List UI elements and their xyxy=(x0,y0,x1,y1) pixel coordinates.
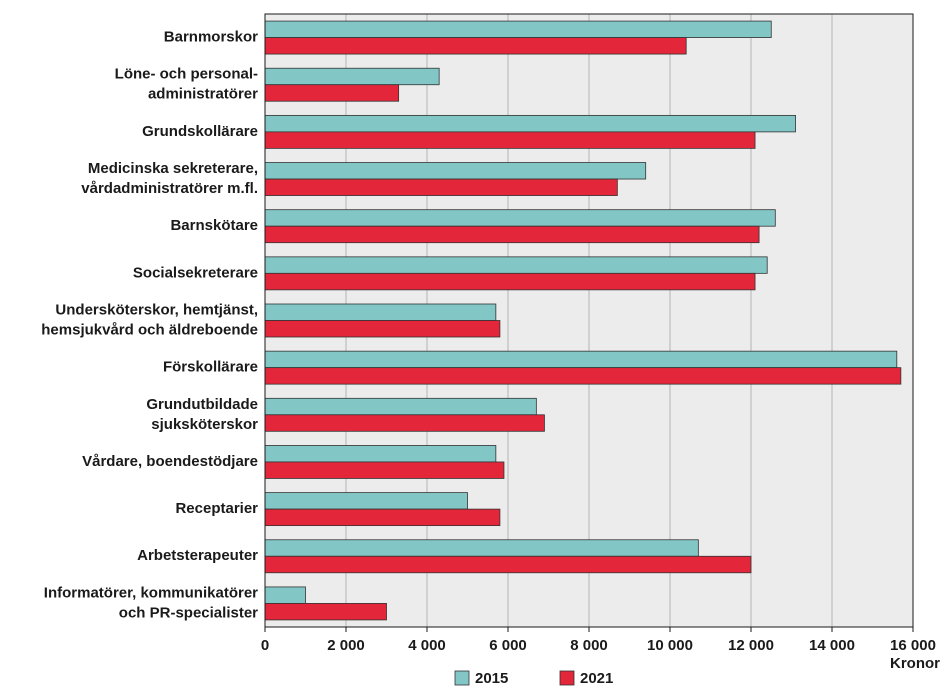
bar xyxy=(264,131,756,149)
x-tick-label: 6 000 xyxy=(489,637,527,654)
y-tick-label: Medicinska sekreterare, vårdadministratör… xyxy=(81,160,258,197)
x-axis-label: Kronor xyxy=(890,655,940,672)
y-tick-label: Vårdare, boendestödjare xyxy=(82,453,258,470)
bar xyxy=(264,209,776,227)
y-tick-label: Informatörer, kommunikatörer och PR-speci… xyxy=(44,584,258,621)
x-tick-label: 0 xyxy=(261,637,269,654)
bar xyxy=(264,586,306,604)
x-tick-label: 2 000 xyxy=(327,637,365,654)
y-tick-label: Receptarier xyxy=(175,500,258,517)
bar xyxy=(264,225,760,244)
y-tick-label: Arbetsterapeuter xyxy=(137,547,258,564)
bar xyxy=(264,555,752,574)
y-tick-label: Grundskollärare xyxy=(142,123,258,140)
x-tick-label: 8 000 xyxy=(570,637,608,654)
bar xyxy=(264,492,468,510)
bar xyxy=(264,20,772,38)
bar xyxy=(264,256,768,274)
bar xyxy=(264,303,497,321)
bar xyxy=(264,67,440,86)
bar xyxy=(264,114,796,133)
bar xyxy=(264,461,505,479)
y-tick-label: Löne- och personal-administratörer xyxy=(115,66,258,103)
y-tick-label: Undersköterskor, hemtjänst, hemsjukvård o… xyxy=(41,301,258,338)
y-tick-label: Barnmorskor xyxy=(164,29,258,46)
bar xyxy=(264,37,687,55)
bar xyxy=(264,508,501,527)
y-tick-label: Grundutbildade sjuksköterskor xyxy=(146,396,258,433)
bar xyxy=(264,162,647,180)
bar xyxy=(264,350,898,369)
bar xyxy=(264,414,545,432)
legend-label: 2015 xyxy=(475,670,508,687)
legend-swatch xyxy=(559,670,575,686)
bar xyxy=(264,272,756,291)
bar xyxy=(264,539,699,557)
bar xyxy=(264,603,387,621)
bar xyxy=(264,320,501,338)
y-tick-label: Förskollärare xyxy=(163,359,258,376)
legend-label: 2021 xyxy=(580,670,613,687)
x-tick-label: 14 000 xyxy=(809,637,855,654)
bar xyxy=(264,84,400,102)
bar xyxy=(264,445,497,463)
y-tick-label: Barnskötare xyxy=(170,217,258,234)
legend-swatch xyxy=(454,670,470,686)
bar xyxy=(264,397,537,416)
x-tick-label: 10 000 xyxy=(647,637,693,654)
bar xyxy=(264,367,902,385)
x-tick-label: 16 000 xyxy=(890,637,936,654)
y-tick-label: Socialsekreterare xyxy=(133,264,258,281)
bar xyxy=(264,178,618,196)
x-tick-label: 12 000 xyxy=(728,637,774,654)
x-tick-label: 4 000 xyxy=(408,637,446,654)
plot-border xyxy=(264,13,914,628)
